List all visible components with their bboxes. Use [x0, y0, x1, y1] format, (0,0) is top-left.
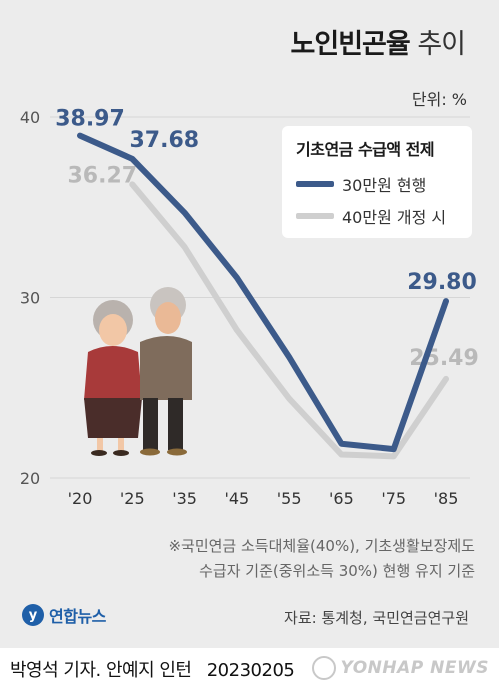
yonhap-logo: y 연합뉴스 [22, 603, 106, 627]
data-point [130, 182, 134, 186]
y-tick-label: 30 [20, 289, 40, 308]
legend-item-revised: 40만원 개정 시 [296, 204, 446, 228]
data-label: 38.97 [55, 107, 125, 132]
legend-item-current: 30만원 현행 [296, 172, 426, 196]
legend-swatch-current [296, 181, 334, 187]
legend-title: 기초연금 수급액 전제 [296, 140, 435, 159]
chart-title: 노인빈곤율 추이 [290, 22, 466, 61]
watermark: YONHAP NEWS [311, 656, 489, 680]
data-point [287, 397, 291, 401]
credit-author: 박영석 기자. 안예지 인턴 [10, 660, 192, 681]
x-tick-label: '55 [277, 489, 302, 508]
data-point [235, 276, 239, 280]
x-tick-label: '45 [224, 489, 249, 508]
data-label: 37.68 [129, 128, 199, 153]
infographic-card: 노인빈곤율 추이 단위: % 40 30 20 '20 '25 '35 '45 '55 '65 '… [0, 0, 499, 648]
data-label: 36.27 [67, 163, 137, 188]
woman-face [99, 314, 127, 346]
data-point [78, 134, 82, 138]
x-tick-label: '25 [120, 489, 145, 508]
woman-sweater [84, 346, 142, 400]
source-text: 자료: 통계청, 국민연금연구원 [284, 609, 469, 627]
series-line-0 [77, 132, 449, 453]
footnote-line-2: 수급자 기준(중위소득 30%) 현행 유지 기준 [199, 562, 475, 580]
data-point [183, 211, 187, 215]
watermark-icon [311, 656, 336, 680]
watermark-text: YONHAP NEWS [340, 658, 489, 678]
x-tick-label: '65 [329, 489, 354, 508]
woman-shoe-left [91, 450, 107, 456]
chart-title-main: 노인빈곤율 [290, 29, 411, 60]
legend: 기초연금 수급액 전제 30만원 현행 40만원 개정 시 [282, 126, 472, 238]
y-tick-label: 40 [20, 108, 40, 127]
unit-label: 단위: % [411, 90, 467, 109]
footnote: ※국민연금 소득대체율(40%), 기초생활보장제도 수급자 기준(중위소득 3… [168, 534, 475, 584]
footnote-line-1: ※국민연금 소득대체율(40%), 기초생활보장제도 [168, 537, 475, 555]
data-point [392, 447, 396, 451]
woman-leg-right [118, 438, 124, 452]
credit-line: 박영석 기자. 안예지 인턴 20230205 [10, 656, 295, 682]
legend-swatch-revised [296, 213, 334, 219]
woman-shoe-right [113, 450, 129, 456]
elderly-couple-illustration [84, 287, 192, 456]
woman-leg-left [97, 438, 103, 452]
man-vest [140, 336, 192, 400]
credit-date: 20230205 [206, 660, 295, 681]
data-label: 29.80 [407, 270, 477, 295]
y-tick-label: 20 [20, 469, 40, 488]
man-leg-right [168, 398, 183, 450]
legend-label-current: 30만원 현행 [342, 176, 427, 195]
man-leg-left [143, 398, 158, 450]
man-face [155, 302, 181, 334]
chart-title-sub: 추이 [417, 29, 466, 60]
woman-skirt [84, 398, 142, 438]
yonhap-logo-text: 연합뉴스 [49, 607, 106, 626]
data-point [235, 328, 239, 332]
data-point [287, 355, 291, 359]
data-point [444, 377, 448, 381]
x-tick-label: '85 [434, 489, 459, 508]
data-point [130, 157, 134, 161]
x-tick-label: '75 [381, 489, 406, 508]
man-shoe-right [167, 448, 187, 456]
data-point [339, 442, 343, 446]
data-point [392, 454, 396, 458]
line-chart: 403020'20'25'35'45'55'65'75'8536.2725.49… [20, 107, 479, 508]
data-point [444, 299, 448, 303]
data-point [339, 453, 343, 457]
yonhap-logo-icon: y [22, 604, 44, 626]
man-shoe-left [140, 448, 160, 456]
x-tick-label: '35 [172, 489, 197, 508]
data-point [183, 245, 187, 249]
x-tick-label: '20 [68, 489, 93, 508]
legend-label-revised: 40만원 개정 시 [342, 208, 447, 227]
